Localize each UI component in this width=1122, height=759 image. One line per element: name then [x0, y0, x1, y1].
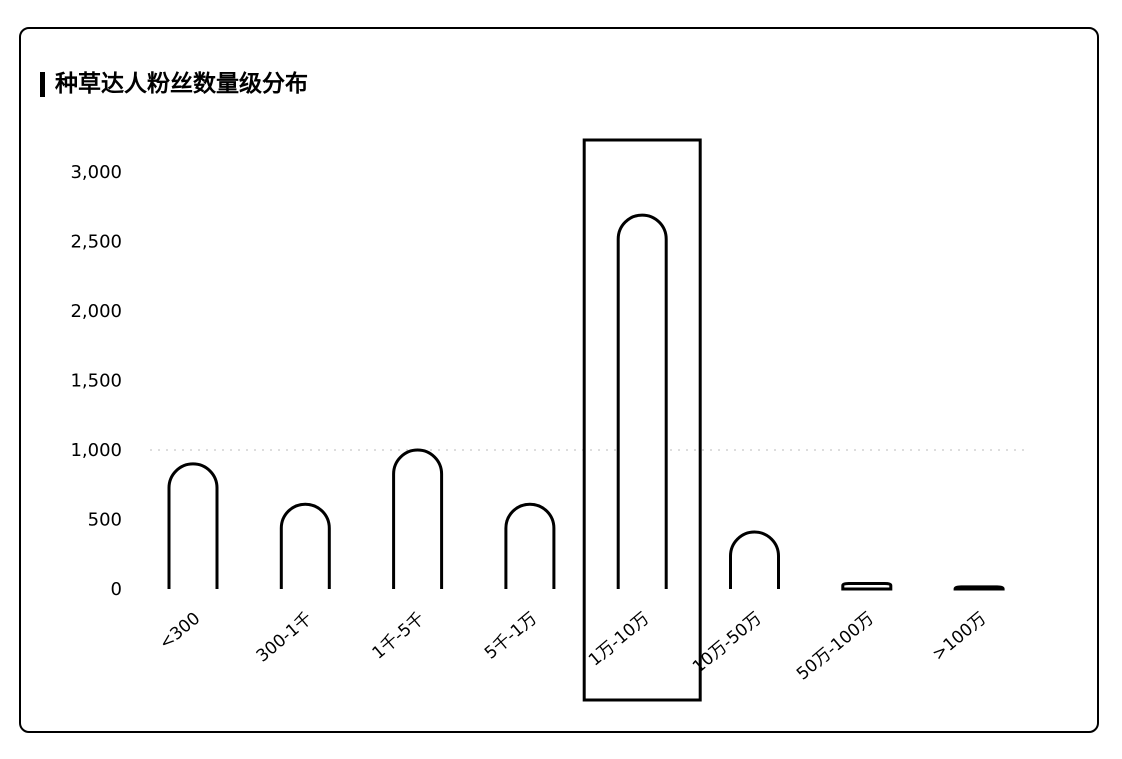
y-tick-label: 2,000	[70, 301, 122, 322]
y-tick-label: 500	[88, 510, 122, 531]
bar	[506, 504, 554, 589]
x-tick-label: 50万-100万	[793, 609, 878, 685]
x-tick-label: 1千-5千	[369, 609, 429, 664]
bar	[618, 215, 666, 589]
y-tick-label: 0	[111, 579, 122, 600]
bar	[281, 504, 329, 589]
bar	[394, 450, 442, 589]
bar	[169, 464, 217, 589]
bar	[955, 587, 1003, 589]
x-tick-label: 1万-10万	[585, 609, 653, 671]
y-axis: 0 500 1,000 1,500 2,000 2,500 3,000	[70, 162, 122, 600]
bars	[169, 215, 1003, 589]
x-axis: <300 300-1千 1千-5千 5千-1万 1万-10万 10万-50万 50万-100…	[156, 609, 991, 685]
x-tick-label: <300	[156, 609, 205, 654]
y-tick-label: 1,500	[70, 371, 122, 392]
x-tick-label: 300-1千	[253, 609, 317, 667]
y-tick-label: 3,000	[70, 162, 122, 183]
x-tick-label: 5千-1万	[481, 609, 541, 664]
bar	[731, 532, 779, 589]
bar	[843, 583, 891, 589]
y-tick-label: 1,000	[70, 440, 122, 461]
y-tick-label: 2,500	[70, 232, 122, 253]
x-tick-label: >100万	[929, 609, 991, 665]
